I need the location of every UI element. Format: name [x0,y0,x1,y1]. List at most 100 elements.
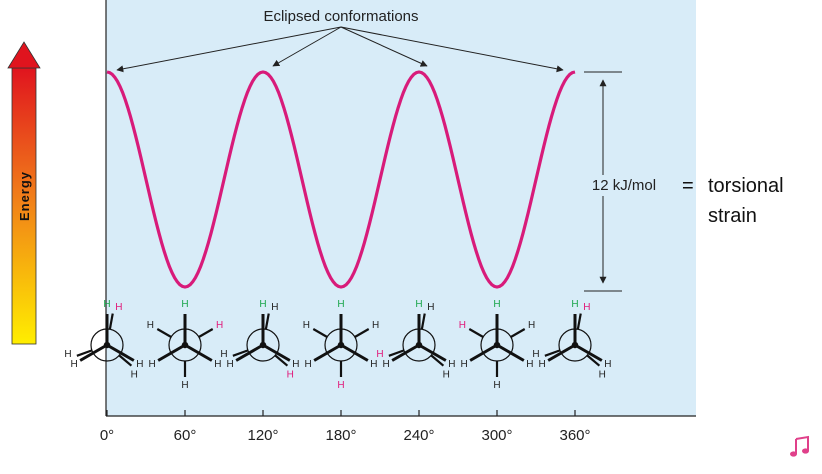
front-bond [106,343,135,362]
back-hydrogen-label: H [493,380,500,391]
back-bond [354,328,370,338]
front-hydrogen-label: H [148,359,155,370]
front-bond [391,343,420,362]
back-bond [586,354,601,367]
front-bond [262,343,291,362]
back-bond [76,349,93,357]
x-tick-label: 240° [403,427,434,444]
back-hydrogen-label: H [599,369,606,380]
back-hydrogen-label: H [528,320,535,331]
front-hydrogen-label: H [370,359,377,370]
x-tick-label: 300° [481,427,512,444]
back-hydrogen-label: H [303,320,310,331]
back-hydrogen-label: H [181,380,188,391]
back-bond [576,313,582,330]
back-hydrogen-label: H [459,320,466,331]
front-hydrogen-label: H [304,359,311,370]
back-hydrogen-label: H [376,349,383,360]
back-bond [510,328,526,338]
back-hydrogen-label: H [427,302,434,313]
back-hydrogen-label: H [147,320,154,331]
barrier-label: 12 kJ/mol [592,177,656,194]
front-bond [418,343,447,362]
front-bond [313,343,342,362]
front-hydrogen-label: H [103,299,110,310]
back-bond [264,313,270,330]
front-bond [157,343,186,362]
front-carbon-dot [415,341,423,349]
front-carbon-dot [571,341,579,349]
energy-axis-label: Energy [17,171,32,221]
front-hydrogen-label: H [70,359,77,370]
front-carbon-dot [103,341,111,349]
front-hydrogen-label: H [604,359,611,370]
front-hydrogen-label: H [292,359,299,370]
back-bond [156,328,172,338]
strain-label: strain [708,205,757,227]
front-bond [79,343,108,362]
x-tick-label: 0° [100,427,114,444]
front-carbon-dot [337,341,345,349]
back-hydrogen-label: H [131,369,138,380]
back-bond [198,328,214,338]
back-hydrogen-label: H [372,320,379,331]
back-bond [388,349,405,357]
front-bond [469,343,498,362]
plot-panel [106,0,696,416]
front-bond [235,343,264,362]
front-hydrogen-label: H [526,359,533,370]
back-hydrogen-label: H [337,380,344,391]
music-note-icon[interactable] [790,435,809,457]
equals-sign: = [682,175,694,197]
back-hydrogen-label: H [220,349,227,360]
back-bond [232,349,249,357]
energy-axis-arrow: Energy [7,41,41,345]
front-hydrogen-label: H [538,359,545,370]
eclipsed-pointer-arrow [272,26,342,67]
back-hydrogen-label: H [443,369,450,380]
front-bond [574,343,603,362]
back-bond [468,328,484,338]
front-bond [547,343,576,362]
x-tick-label: 180° [325,427,356,444]
back-hydrogen-label: H [532,349,539,360]
front-hydrogen-label: H [136,359,143,370]
front-hydrogen-label: H [493,299,500,310]
back-bond [430,354,445,367]
back-bond [312,328,328,338]
front-hydrogen-label: H [214,359,221,370]
front-hydrogen-label: H [460,359,467,370]
front-hydrogen-label: H [226,359,233,370]
x-tick-label: 60° [174,427,197,444]
back-bond [544,349,561,357]
front-hydrogen-label: H [448,359,455,370]
front-hydrogen-label: H [337,299,344,310]
front-carbon-dot [259,341,267,349]
back-bond [420,313,426,330]
back-hydrogen-label: H [583,302,590,313]
eclipsed-pointer-arrow [340,26,564,73]
back-hydrogen-label: H [115,302,122,313]
torsional-label: torsional [708,175,784,197]
energy-curve [106,70,576,289]
front-hydrogen-label: H [181,299,188,310]
front-bond [340,343,369,362]
front-hydrogen-label: H [415,299,422,310]
x-tick-label: 120° [247,427,278,444]
front-carbon-dot [181,341,189,349]
front-hydrogen-label: H [259,299,266,310]
front-bond [496,343,525,362]
back-hydrogen-label: H [64,349,71,360]
back-hydrogen-label: H [216,320,223,331]
eclipsed-pointer-arrow [340,26,428,67]
front-hydrogen-label: H [571,299,578,310]
front-bond [184,343,213,362]
front-carbon-dot [493,341,501,349]
back-hydrogen-label: H [271,302,278,313]
